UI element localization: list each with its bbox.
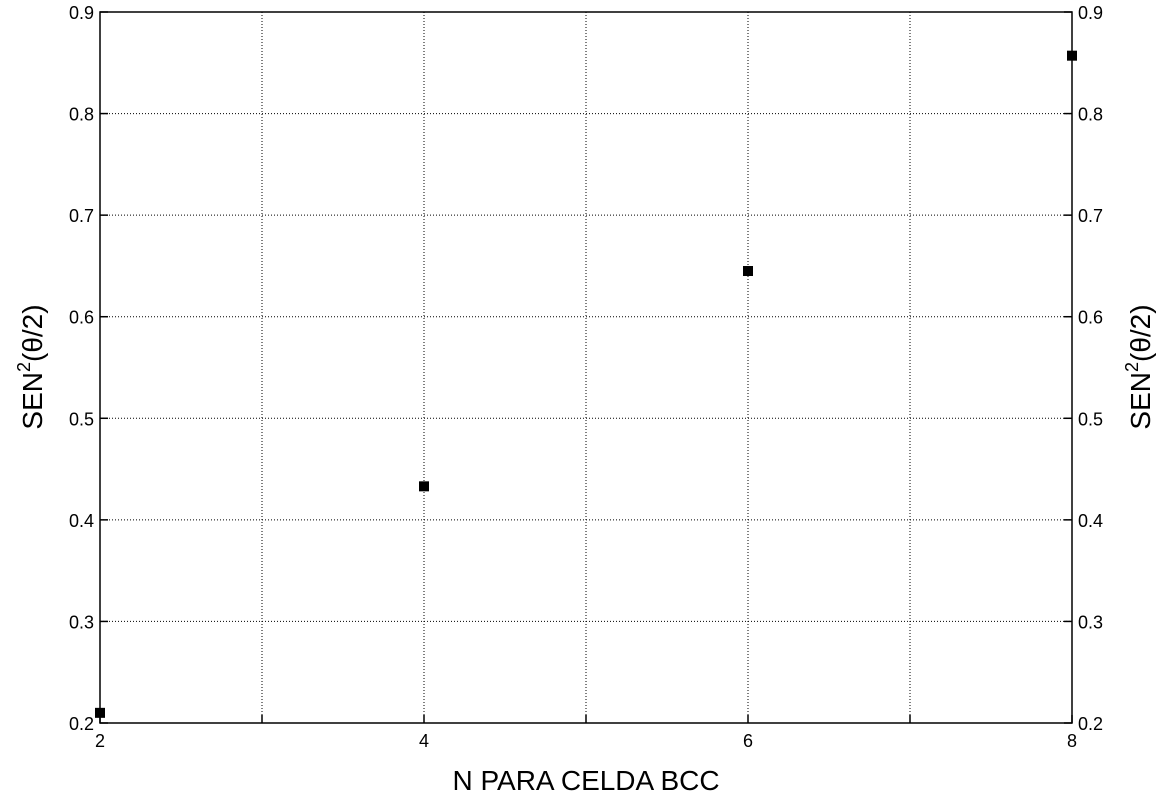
right-y-tick-label: 0.6 (1078, 308, 1103, 328)
right-y-tick-label: 0.3 (1078, 612, 1103, 632)
right-y-title-superscript: 2 (1122, 362, 1142, 372)
right-y-tick-label: 0.5 (1078, 409, 1103, 429)
right-y-title-prefix: SEN (1125, 372, 1156, 430)
data-point (1067, 50, 1077, 61)
left-y-tick-labels: 0.2 0.3 0.4 0.5 0.6 0.7 0.8 0.9 (69, 3, 94, 734)
x-tick-label: 8 (1067, 731, 1077, 751)
left-y-title-suffix: (θ/2) (17, 304, 48, 362)
data-point (743, 266, 753, 277)
plot-frame (99, 11, 1073, 724)
x-axis-title: N PARA CELDA BCC (452, 765, 719, 796)
right-y-tick-label: 0.8 (1078, 105, 1103, 125)
left-y-tick-label: 0.3 (69, 612, 94, 632)
left-y-tick-label: 0.5 (69, 409, 94, 429)
left-y-tick-label: 0.8 (69, 105, 94, 125)
right-y-tick-label: 0.4 (1078, 511, 1103, 531)
data-point (419, 481, 429, 492)
left-y-tick-label: 0.4 (69, 511, 94, 531)
right-y-tick-label: 0.9 (1078, 3, 1103, 23)
right-y-title-suffix: (θ/2) (1125, 304, 1156, 362)
grid (100, 12, 1072, 723)
data-markers (95, 50, 1077, 718)
right-y-tick-label: 0.7 (1078, 206, 1103, 226)
left-y-tick-label: 0.6 (69, 308, 94, 328)
x-tick-labels: 2 4 6 8 (95, 731, 1077, 751)
right-y-axis-title: SEN2(θ/2) (1122, 304, 1156, 429)
left-y-tick-label: 0.7 (69, 206, 94, 226)
left-y-tick-label: 0.2 (69, 714, 94, 734)
x-tick-label: 2 (95, 731, 105, 751)
right-y-tick-label: 0.2 (1078, 714, 1103, 734)
left-y-title-prefix: SEN (17, 372, 48, 430)
x-tick-label: 6 (743, 731, 753, 751)
axis-ticks (99, 11, 1073, 724)
x-tick-label: 4 (419, 731, 429, 751)
data-point (95, 707, 105, 718)
left-y-axis-title: SEN2(θ/2) (14, 304, 48, 429)
left-y-title-superscript: 2 (14, 362, 34, 372)
left-y-tick-label: 0.9 (69, 3, 94, 23)
right-y-tick-labels: 0.2 0.3 0.4 0.5 0.6 0.7 0.8 0.9 (1078, 3, 1103, 734)
